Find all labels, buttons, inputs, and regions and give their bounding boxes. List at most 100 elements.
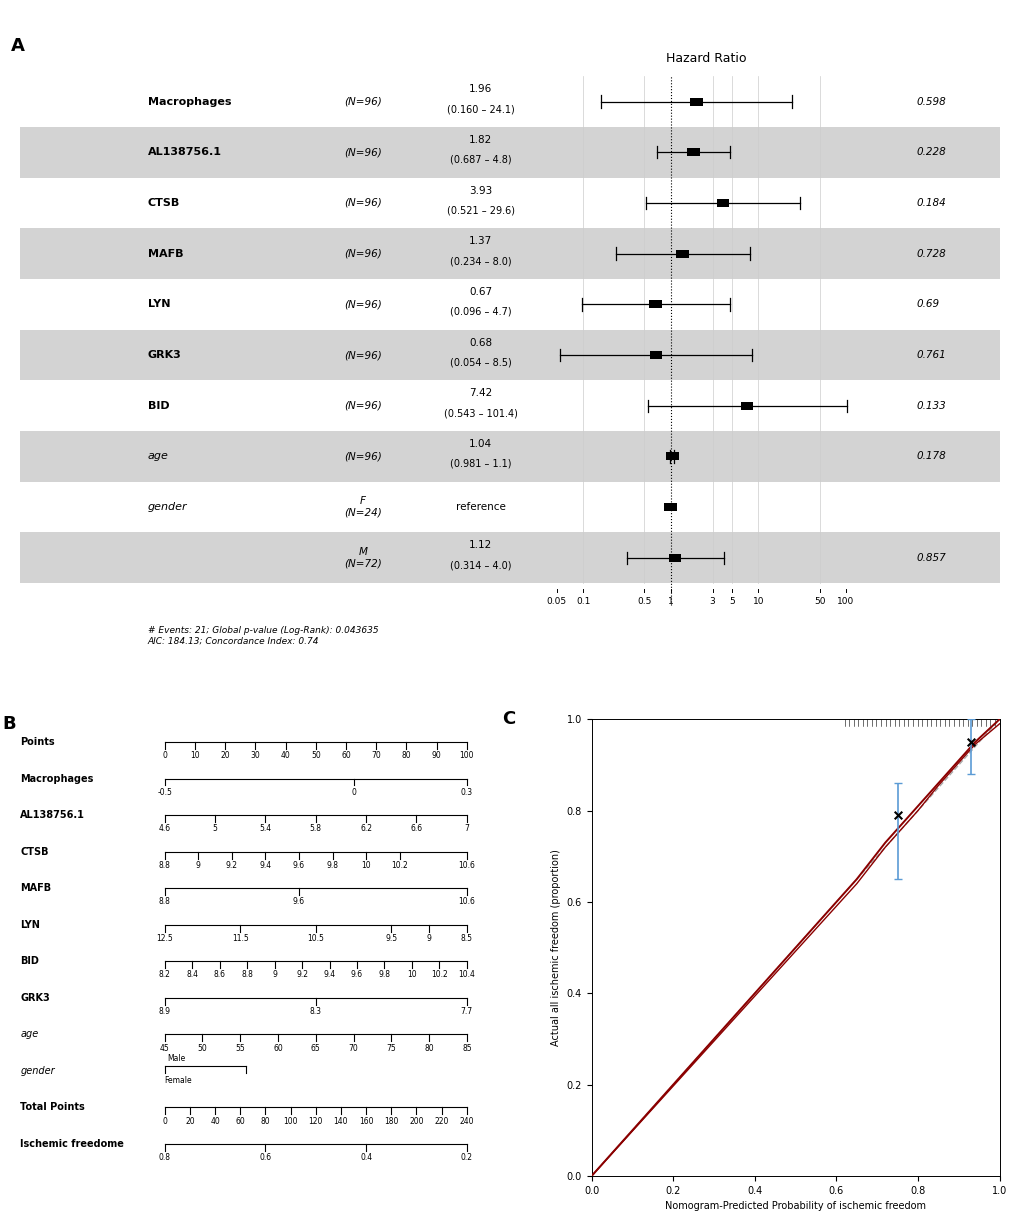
Text: 9.8: 9.8 [326,861,338,870]
Text: 9: 9 [196,861,201,870]
Text: 0.184: 0.184 [915,198,946,208]
Bar [690,98,702,105]
Text: 9.4: 9.4 [259,861,271,870]
Bar [648,300,661,309]
Text: 10.2: 10.2 [391,861,408,870]
Y-axis label: Actual all ischemic freedom (proportion): Actual all ischemic freedom (proportion) [550,849,560,1046]
Text: Male: Male [167,1054,185,1063]
Text: 0.1: 0.1 [576,597,590,605]
Text: B: B [2,714,16,733]
Text: (0.054 – 8.5): (0.054 – 8.5) [449,358,511,368]
Text: 200: 200 [409,1117,423,1126]
Text: AL138756.1: AL138756.1 [20,810,86,821]
Text: LYN: LYN [20,920,40,930]
Bar [740,402,753,409]
Text: (0.160 – 24.1): (0.160 – 24.1) [446,104,514,114]
Text: 45: 45 [160,1044,169,1052]
Text: 40: 40 [210,1117,220,1126]
Text: (N=96): (N=96) [343,249,382,258]
Text: 0.761: 0.761 [915,350,946,360]
Text: 75: 75 [386,1044,395,1052]
Bar [20,228,999,279]
Text: 100: 100 [837,597,854,605]
Text: (0.543 – 101.4): (0.543 – 101.4) [443,408,517,418]
Text: 65: 65 [311,1044,320,1052]
Text: 55: 55 [235,1044,245,1052]
Text: 10.6: 10.6 [458,898,475,906]
Text: 10: 10 [407,970,417,980]
Text: M
(N=72): M (N=72) [343,546,382,568]
Text: age: age [20,1029,39,1039]
Text: 5.4: 5.4 [259,824,271,833]
Text: F
(N=24): F (N=24) [343,496,382,518]
Text: (N=96): (N=96) [343,299,382,310]
Text: 0.3: 0.3 [461,788,473,796]
Text: (N=96): (N=96) [343,401,382,410]
Text: 0.598: 0.598 [915,97,946,107]
Text: 10.6: 10.6 [458,861,475,870]
Text: 12.5: 12.5 [156,933,173,943]
Text: CTSB: CTSB [20,846,49,856]
Text: 9.6: 9.6 [351,970,363,980]
Text: 8.6: 8.6 [213,970,225,980]
Text: 70: 70 [348,1044,358,1052]
Text: C: C [501,710,515,728]
Text: 0.68: 0.68 [469,338,492,348]
Text: gender: gender [148,502,187,512]
Text: 10: 10 [190,751,200,761]
Point [889,805,905,824]
Text: AL138756.1: AL138756.1 [148,147,221,157]
Text: 0: 0 [351,788,356,796]
Text: 3: 3 [709,597,714,605]
Text: age: age [148,451,168,462]
Text: Points: Points [20,737,55,747]
Text: (N=96): (N=96) [343,147,382,157]
Text: 11.5: 11.5 [231,933,249,943]
Text: 10.5: 10.5 [307,933,324,943]
Text: (0.687 – 4.8): (0.687 – 4.8) [449,154,511,165]
Bar [715,198,729,207]
Text: 7.7: 7.7 [461,1007,473,1016]
Text: 0.8: 0.8 [159,1153,170,1163]
Text: Macrophages: Macrophages [148,97,231,107]
Text: 1.12: 1.12 [469,540,492,550]
Text: 3.93: 3.93 [469,185,492,196]
Text: 0.4: 0.4 [360,1153,372,1163]
Text: 7.42: 7.42 [469,388,492,398]
Text: 50: 50 [813,597,824,605]
Text: 0.67: 0.67 [469,287,492,296]
Text: 140: 140 [333,1117,347,1126]
Text: 6.2: 6.2 [360,824,372,833]
Text: MAFB: MAFB [20,883,52,893]
Text: (N=96): (N=96) [343,451,382,462]
Bar [687,148,699,157]
Text: Total Points: Total Points [20,1102,85,1112]
Text: reference: reference [455,502,505,512]
Text: 0: 0 [162,751,167,761]
Text: # Events: 21; Global p-value (Log-Rank): 0.043635
AIC: 184.13; Concordance Index: # Events: 21; Global p-value (Log-Rank):… [148,626,378,646]
Text: 50: 50 [198,1044,207,1052]
Text: 8.4: 8.4 [186,970,198,980]
Text: (0.521 – 29.6): (0.521 – 29.6) [446,206,515,216]
Bar [668,554,681,562]
Text: 8.8: 8.8 [240,970,253,980]
Text: 100: 100 [460,751,474,761]
Text: 7: 7 [464,824,469,833]
Text: 100: 100 [283,1117,298,1126]
Bar [663,503,677,511]
Text: 8.3: 8.3 [310,1007,321,1016]
Text: 120: 120 [309,1117,323,1126]
Text: 10: 10 [361,861,371,870]
Text: 9.2: 9.2 [225,861,237,870]
Text: 60: 60 [235,1117,245,1126]
Text: Female: Female [164,1077,193,1085]
Text: 220: 220 [434,1117,448,1126]
Text: GRK3: GRK3 [148,350,181,360]
Text: 0.2: 0.2 [461,1153,473,1163]
Text: -0.5: -0.5 [157,788,172,796]
Text: 0.857: 0.857 [915,552,946,562]
Text: (0.314 – 4.0): (0.314 – 4.0) [449,560,511,570]
Text: 20: 20 [220,751,229,761]
Text: 6.6: 6.6 [410,824,422,833]
Text: gender: gender [20,1066,55,1076]
